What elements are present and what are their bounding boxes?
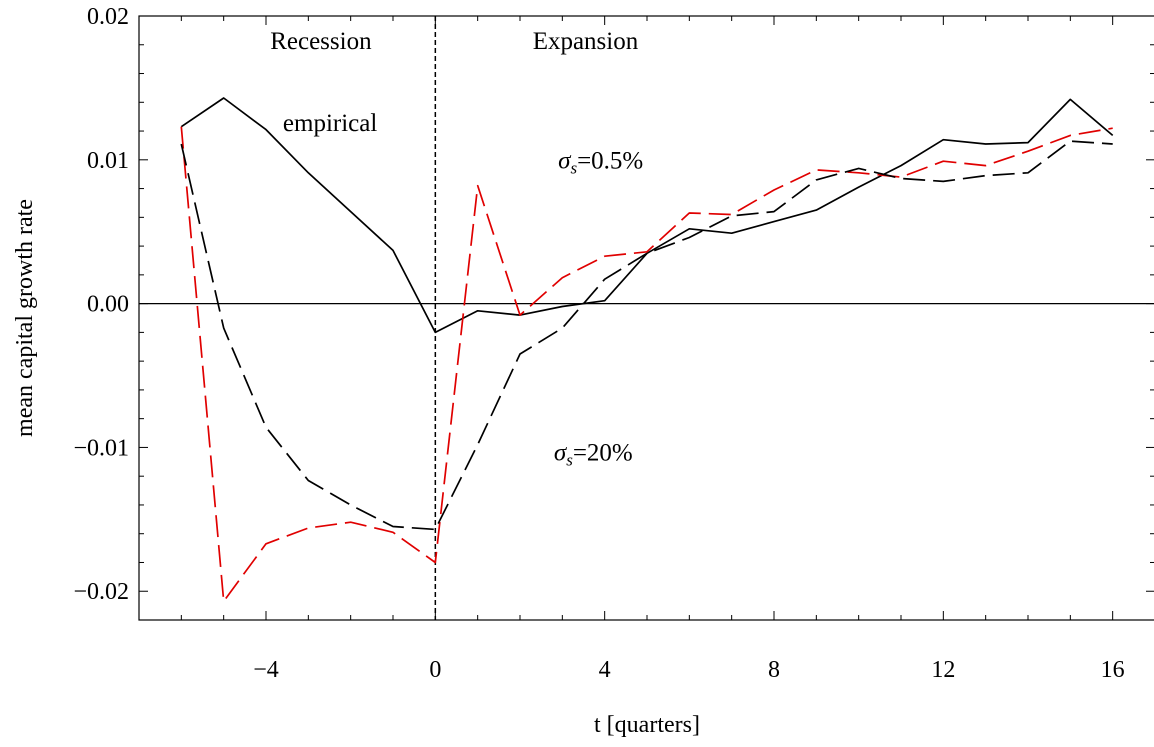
x-tick-label: 8 [768, 657, 780, 683]
y-tick-label: 0.01 [87, 148, 129, 174]
reference-lines [139, 16, 1154, 620]
x-tick-label: 0 [429, 657, 441, 683]
y-axis-title: mean capital growth rate [12, 199, 38, 437]
series-line-sigma-20 [180, 140, 1113, 531]
y-tick-labels: −0.02 −0.01 0.00 0.01 0.02 [73, 4, 129, 605]
x-tick-label: 12 [931, 657, 955, 683]
y-tick-label: 0.00 [87, 292, 129, 318]
series-group [180, 97, 1114, 603]
ticks [139, 15, 1154, 621]
series-line-empirical [180, 97, 1114, 334]
annotation-label: empirical [283, 110, 377, 137]
x-tick-label: −4 [253, 657, 279, 683]
x-tick-label: 4 [599, 657, 611, 683]
annotation-label: Expansion [533, 28, 639, 55]
y-tick-label: 0.02 [87, 4, 129, 30]
x-tick-label: 16 [1101, 657, 1125, 683]
x-tick-labels: −4 0 4 8 12 16 [253, 657, 1124, 683]
y-tick-label: −0.02 [73, 579, 129, 605]
annotation-label: Recession [270, 28, 372, 55]
annotation-label: σs=20% [554, 439, 633, 469]
annotation-label: σs=0.5% [558, 147, 643, 177]
y-tick-label: −0.01 [73, 435, 129, 461]
x-axis-title: t [quarters] [594, 712, 700, 738]
plot-frame [138, 15, 1154, 621]
annotations: Recession Expansion empirical σs=0.5% σs=20% [270, 28, 643, 469]
series-line-sigma-0-5 [180, 126, 1113, 603]
